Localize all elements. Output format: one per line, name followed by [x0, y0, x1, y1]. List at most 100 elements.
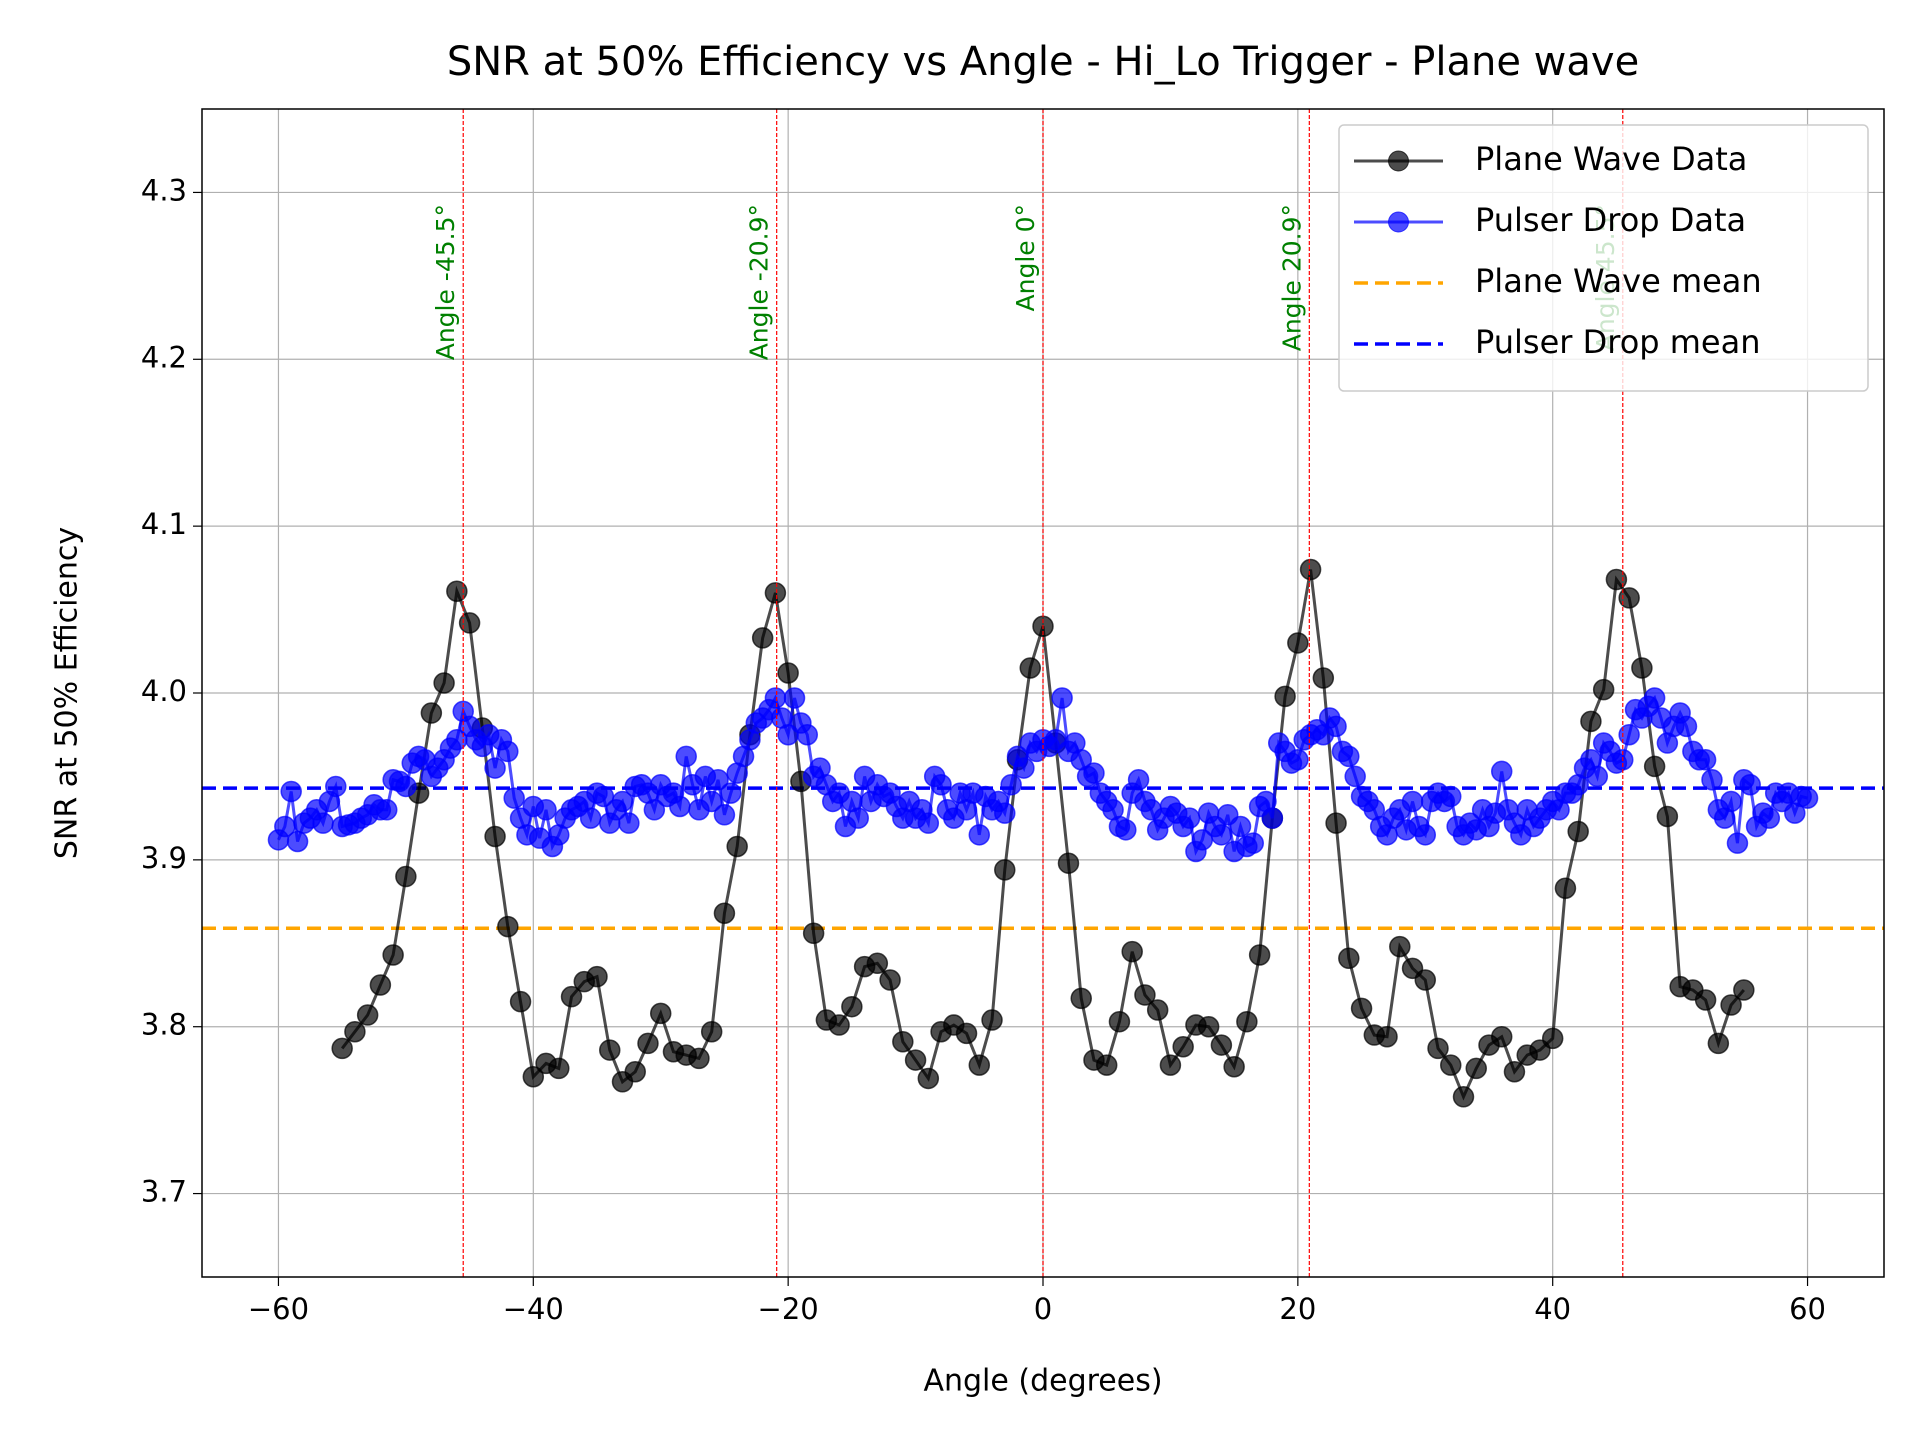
data-point: [1739, 774, 1761, 796]
data-point: [1376, 1025, 1398, 1048]
data-point: [751, 627, 774, 649]
data-point: [503, 787, 525, 809]
data-point: [382, 944, 404, 966]
data-point: [1401, 790, 1424, 813]
data-point: [1019, 657, 1042, 679]
data-point: [535, 799, 557, 821]
data-point: [879, 969, 901, 991]
data-point: [1490, 1025, 1513, 1048]
data-point: [446, 580, 468, 602]
y-tick-label: 4.2: [141, 340, 187, 374]
data-point: [700, 790, 723, 813]
data-point: [1414, 824, 1437, 846]
data-point: [1338, 947, 1360, 970]
data-point: [1720, 994, 1742, 1016]
data-point: [331, 1037, 353, 1060]
data-point: [280, 780, 302, 803]
data-point: [917, 1067, 940, 1090]
data-point: [1465, 1057, 1487, 1080]
data-point: [847, 807, 869, 829]
data-point: [777, 662, 799, 684]
data-point: [1229, 815, 1252, 838]
x-tick-label: −40: [503, 1292, 564, 1326]
data-point: [713, 804, 736, 826]
data-point: [1095, 1054, 1118, 1076]
data-point: [968, 824, 991, 846]
plot-area: [202, 109, 1884, 1277]
data-point: [994, 802, 1016, 824]
data-point: [1707, 1032, 1730, 1055]
data-point: [356, 1004, 379, 1026]
data-point: [395, 865, 417, 888]
data-point: [1541, 1027, 1564, 1050]
data-point: [764, 687, 787, 709]
data-point: [1720, 790, 1742, 813]
data-point: [1694, 989, 1717, 1011]
data-point: [369, 974, 392, 996]
data-point: [1490, 760, 1513, 783]
data-point: [325, 775, 347, 798]
x-tick-label: −20: [758, 1292, 819, 1326]
data-point: [1013, 757, 1035, 779]
data-point: [1440, 1054, 1462, 1076]
x-tick-label: 40: [1534, 1292, 1571, 1326]
data-point: [344, 1020, 366, 1043]
data-point: [1631, 657, 1653, 679]
data-point: [611, 790, 634, 813]
data-point: [1605, 568, 1628, 591]
data-point: [1592, 678, 1615, 701]
y-tick-label: 3.8: [141, 1008, 187, 1042]
legend-swatch-marker: [1388, 211, 1409, 233]
y-axis-label: SNR at 50% Efficiency: [50, 527, 85, 859]
data-point: [1261, 807, 1284, 829]
data-point: [841, 995, 863, 1018]
data-point: [866, 952, 889, 975]
data-point: [1580, 710, 1602, 733]
legend-label: Plane Wave Data: [1475, 140, 1747, 178]
data-point: [994, 859, 1016, 881]
data-point: [1726, 832, 1749, 854]
data-point: [1701, 769, 1723, 791]
data-point: [1643, 687, 1666, 709]
data-point: [955, 1022, 978, 1045]
data-point: [688, 1047, 710, 1070]
data-point: [1172, 1035, 1194, 1058]
data-point: [376, 799, 398, 821]
data-point: [522, 1066, 545, 1088]
data-point: [599, 1039, 621, 1061]
legend-label: Pulser Drop Data: [1475, 201, 1746, 239]
data-point: [586, 965, 608, 988]
data-point: [1248, 944, 1271, 966]
x-tick-label: 60: [1789, 1292, 1826, 1326]
data-point: [1694, 748, 1717, 771]
data-point: [1000, 774, 1022, 796]
x-tick-label: 0: [1034, 1292, 1052, 1326]
data-point: [1051, 687, 1073, 709]
y-tick-label: 4.0: [141, 674, 187, 708]
data-point: [1389, 935, 1411, 958]
data-point: [1312, 667, 1335, 689]
data-point: [713, 902, 736, 925]
legend-label: Plane Wave mean: [1475, 262, 1762, 300]
data-point: [669, 795, 691, 818]
chart-title: SNR at 50% Efficiency vs Angle - Hi_Lo T…: [447, 39, 1639, 85]
data-point: [1121, 940, 1143, 963]
legend: Plane Wave Data Pulser Drop Data Plane Wav…: [1338, 124, 1869, 392]
data-point: [1440, 785, 1462, 808]
data-point: [484, 825, 506, 848]
data-point: [1197, 1015, 1220, 1038]
data-point: [1274, 685, 1296, 708]
data-point: [1656, 805, 1679, 828]
data-point: [968, 1054, 991, 1076]
data-point: [509, 990, 532, 1013]
data-point: [1070, 987, 1092, 1010]
x-axis-label: Angle (degrees): [923, 1364, 1162, 1399]
data-point: [1586, 765, 1609, 788]
data-point: [1210, 824, 1233, 846]
data-point: [643, 799, 666, 821]
data-point: [1210, 1034, 1233, 1056]
data-point: [458, 612, 481, 634]
data-point: [802, 922, 825, 945]
data-point: [497, 915, 519, 938]
